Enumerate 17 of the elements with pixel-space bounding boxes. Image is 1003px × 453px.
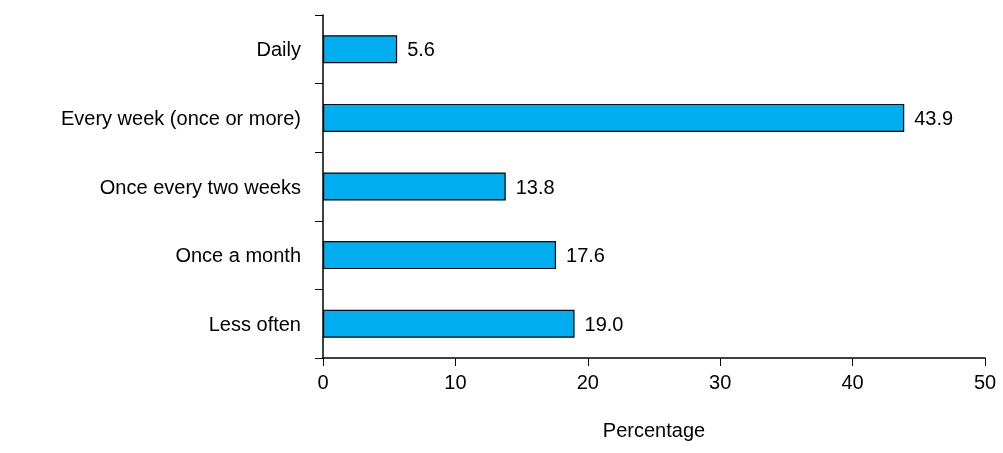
x-tick-label: 20 [576, 371, 599, 393]
y-tick-label: Once every two weeks [99, 175, 301, 198]
y-tick-label: Less often [208, 312, 301, 335]
x-tick-label: 40 [841, 371, 864, 393]
x-tick-label: 0 [317, 371, 329, 393]
data-label: 5.6 [407, 38, 435, 61]
x-tick-label: 30 [709, 371, 732, 393]
data-label: 17.6 [566, 244, 605, 267]
x-tick-label: 50 [973, 371, 997, 393]
y-tick-label: Once a month [175, 244, 301, 267]
data-label: 19.0 [584, 312, 624, 335]
data-label: 43.9 [914, 106, 954, 129]
y-tick-label: Daily [256, 38, 301, 61]
x-tick-label: 10 [444, 371, 467, 393]
y-tick-label: Every week (once or more) [60, 106, 301, 129]
data-label: 13.8 [515, 175, 555, 198]
x-axis-title: Percentage [602, 419, 706, 441]
